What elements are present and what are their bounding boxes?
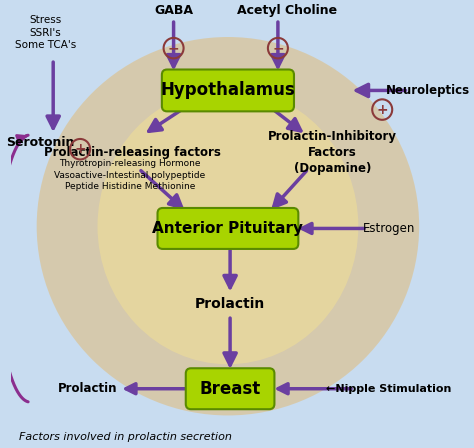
Text: Prolactin: Prolactin (195, 297, 265, 311)
Text: Prolactin: Prolactin (58, 382, 118, 395)
FancyBboxPatch shape (162, 69, 294, 112)
Text: Serotonin: Serotonin (6, 137, 74, 150)
Text: +: + (74, 142, 86, 156)
Text: Hypothalamus: Hypothalamus (161, 82, 295, 99)
Text: Acetyl Choline: Acetyl Choline (237, 4, 337, 17)
Text: Anterior Pituitary: Anterior Pituitary (153, 221, 303, 236)
Text: Neuroleptics: Neuroleptics (386, 84, 470, 97)
Ellipse shape (98, 88, 358, 364)
Text: Thyrotropin-releasing Hormone
Vasoactive-Intestinal polypeptide
Peptide Histidin: Thyrotropin-releasing Hormone Vasoactive… (55, 159, 206, 191)
Ellipse shape (36, 37, 419, 415)
Text: GABA: GABA (154, 4, 193, 17)
Text: +: + (376, 103, 388, 116)
Text: Estrogen: Estrogen (363, 222, 415, 235)
Text: ←Nipple Stimulation: ←Nipple Stimulation (326, 384, 451, 394)
FancyBboxPatch shape (186, 368, 274, 409)
FancyBboxPatch shape (157, 208, 298, 249)
Text: −: − (168, 41, 179, 55)
Text: Prolactin-Inhibitory
Factors
(Dopamine): Prolactin-Inhibitory Factors (Dopamine) (268, 130, 397, 175)
Text: Breast: Breast (200, 380, 261, 398)
Text: Stress
SSRI's
Some TCA's: Stress SSRI's Some TCA's (15, 15, 76, 50)
Text: Prolactin-releasing factors: Prolactin-releasing factors (44, 146, 221, 159)
Text: −: − (272, 41, 284, 55)
Text: Factors involved in prolactin secretion: Factors involved in prolactin secretion (19, 432, 232, 442)
